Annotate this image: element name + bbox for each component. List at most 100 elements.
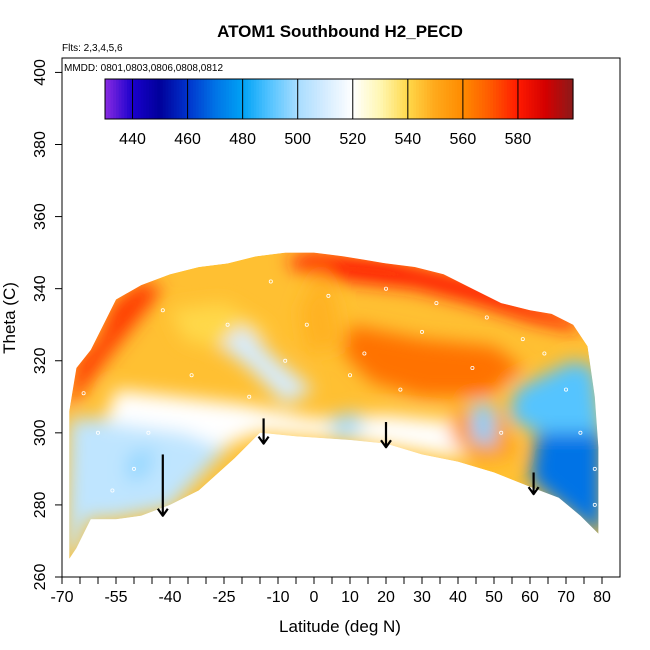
x-tick-label: 70 (557, 589, 575, 606)
colorbar-cell (143, 79, 147, 119)
sample-point-5 (160, 308, 165, 313)
colorbar-cell (278, 79, 282, 119)
colorbar-cell (215, 79, 219, 119)
colorbar-cell (173, 79, 178, 119)
x-tick-label: 40 (449, 589, 467, 606)
colorbar-cell (116, 79, 120, 119)
heatmap-zone-4 (69, 281, 163, 412)
colorbar-cell (402, 79, 406, 119)
sample-point-22 (484, 315, 489, 320)
colorbar-cell (545, 79, 549, 119)
colorbar-cell (259, 79, 263, 119)
colorbar-cell (471, 79, 475, 119)
colorbar-cell (303, 79, 307, 119)
sample-point-4 (146, 430, 151, 435)
colorbar-cell (292, 79, 296, 119)
colorbar-cell (157, 79, 161, 119)
x-tick-label: -55 (104, 589, 127, 606)
sample-point-6 (189, 373, 194, 378)
colorbar-cell (476, 79, 480, 119)
colorbar-cell (506, 79, 511, 119)
colorbar-frame (104, 78, 574, 120)
colorbar-cell (242, 79, 246, 119)
colorbar-cell (195, 79, 200, 119)
colorbar-cell (132, 79, 136, 119)
colorbar-cell (308, 79, 313, 119)
sample-point-19 (434, 301, 439, 306)
y-tick-label: 400 (32, 59, 49, 86)
colorbar-cell (435, 79, 439, 119)
colorbar-cell (272, 79, 277, 119)
y-tick-label: 260 (32, 564, 49, 591)
x-axis-label: Latitude (deg N) (279, 617, 401, 636)
sample-point-17 (398, 387, 403, 392)
colorbar-cell (556, 79, 560, 119)
flights-label: Flts: 2,3,4,5,6 (62, 43, 123, 54)
colorbar-cell (223, 79, 227, 119)
arrow-2 (380, 422, 392, 449)
colorbar-cell (440, 79, 445, 119)
colorbar-cell (443, 79, 447, 119)
sample-point-20 (455, 272, 460, 277)
colorbar-tick-label: 580 (505, 131, 532, 148)
colorbar-cell (383, 79, 387, 119)
colorbar-cell (311, 79, 315, 119)
colorbar-cell (358, 79, 362, 119)
colorbar-cell (407, 79, 412, 119)
colorbar-cell (206, 79, 211, 119)
colorbar-cell (413, 79, 417, 119)
colorbar-cell (449, 79, 453, 119)
colorbar-cell (237, 79, 241, 119)
colorbar-cell (369, 79, 373, 119)
colorbar-cell (482, 79, 486, 119)
colorbar-cell (487, 79, 492, 119)
sample-point-13 (326, 293, 331, 298)
colorbar-cell (539, 79, 544, 119)
colorbar-cell (429, 79, 434, 119)
colorbar-cell (267, 79, 271, 119)
colorbar-cell (498, 79, 503, 119)
colorbar-cell (107, 79, 112, 119)
heatmap-zone-11 (126, 447, 156, 484)
colorbar-cell (542, 79, 547, 119)
y-tick-label: 320 (32, 347, 49, 374)
colorbar-cell (226, 79, 230, 119)
colorbar-cell (231, 79, 235, 119)
chart-title: ATOM1 Southbound H2_PECD (217, 22, 463, 41)
sample-point-16 (383, 286, 388, 291)
colorbar-cell (528, 79, 533, 119)
sample-point-28 (592, 502, 597, 507)
colorbar-cell (217, 79, 222, 119)
colorbar-cell (129, 79, 134, 119)
colorbar-cell (493, 79, 497, 119)
y-axis-label: Theta (C) (0, 282, 19, 354)
colorbar-cell (534, 79, 538, 119)
colorbar-cell (204, 79, 208, 119)
sample-point-12 (304, 322, 309, 327)
colorbar-cell (160, 79, 164, 119)
sample-point-21 (470, 365, 475, 370)
colorbar-cell (330, 79, 335, 119)
colorbar-cell (468, 79, 472, 119)
arrow-annotations (156, 418, 540, 517)
arrow-1 (257, 418, 270, 445)
colorbar-cell (319, 79, 324, 119)
x-tick-label: 0 (310, 589, 319, 606)
colorbar-cell (212, 79, 216, 119)
colorbar-cell (281, 79, 285, 119)
sample-point-3 (131, 466, 136, 471)
colorbar-cell (388, 79, 392, 119)
colorbar-cell (176, 79, 180, 119)
colorbar-cell (316, 79, 321, 119)
heatmap-zone-2 (69, 418, 242, 556)
colorbar-cell (253, 79, 258, 119)
colorbar-cell (234, 79, 238, 119)
x-tick-label: 50 (485, 589, 503, 606)
sample-point-0 (81, 391, 86, 396)
colorbar-cell (454, 79, 458, 119)
colorbar-cell (405, 79, 409, 119)
sample-points (81, 272, 597, 507)
colorbar-cell (517, 79, 522, 119)
colorbar-cell (146, 79, 150, 119)
